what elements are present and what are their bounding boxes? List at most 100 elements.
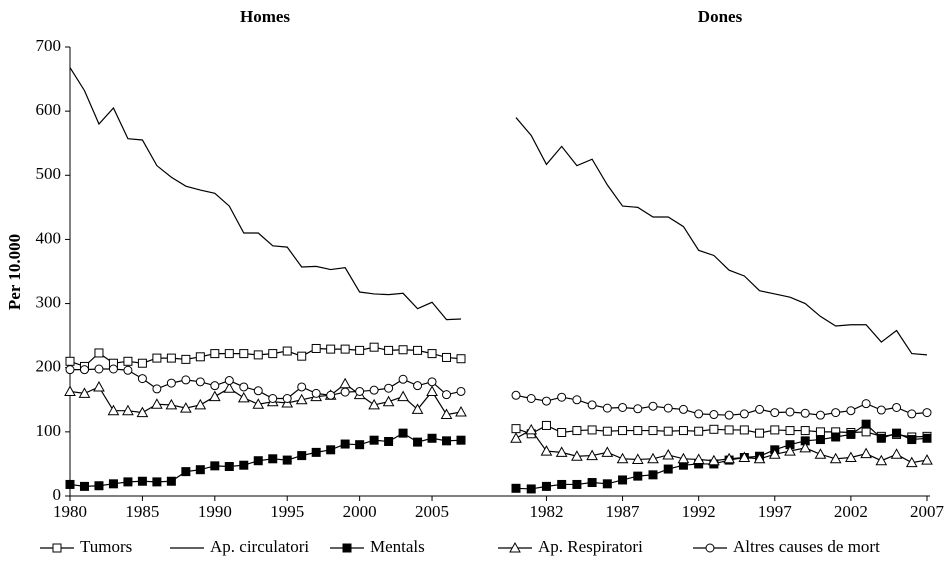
point — [785, 426, 795, 436]
point — [510, 432, 522, 443]
point — [195, 465, 205, 475]
point — [587, 478, 597, 488]
point — [829, 452, 842, 464]
point — [692, 453, 705, 464]
y-tick-label: 400 — [36, 228, 62, 247]
legend-label: Mentals — [370, 537, 425, 556]
point — [618, 402, 628, 412]
point — [800, 408, 810, 418]
point — [511, 390, 521, 400]
point — [239, 382, 249, 392]
point — [648, 470, 658, 480]
y-axis-label: Per 10.000 — [5, 234, 24, 310]
point — [663, 464, 673, 474]
point — [252, 398, 265, 409]
point — [297, 451, 307, 461]
point — [770, 425, 780, 435]
point — [709, 410, 719, 420]
point — [237, 391, 250, 403]
point — [94, 348, 104, 358]
point — [398, 345, 408, 355]
series-line — [515, 394, 928, 416]
series-line — [69, 432, 462, 487]
point — [426, 385, 438, 396]
point — [618, 426, 628, 436]
point — [541, 396, 551, 406]
point — [616, 452, 629, 464]
series-line — [69, 382, 462, 416]
point — [678, 426, 688, 436]
point — [768, 448, 781, 459]
point — [860, 447, 872, 459]
point — [166, 353, 176, 363]
point — [108, 479, 118, 489]
point — [831, 408, 841, 418]
point — [253, 456, 263, 466]
point — [907, 409, 917, 419]
point — [456, 354, 466, 364]
point — [647, 452, 659, 464]
point — [525, 423, 538, 435]
point — [723, 452, 735, 464]
point — [123, 356, 133, 366]
point — [677, 452, 690, 464]
point — [398, 428, 408, 438]
point — [413, 381, 423, 391]
point — [526, 394, 536, 404]
point — [78, 387, 91, 398]
point — [511, 424, 521, 434]
point — [739, 409, 749, 419]
point — [340, 387, 350, 397]
point — [369, 435, 379, 445]
point — [618, 475, 628, 485]
point — [181, 375, 191, 385]
series-line — [515, 423, 928, 490]
point — [541, 420, 551, 430]
point — [814, 448, 827, 459]
series-line — [515, 424, 928, 438]
point — [602, 426, 612, 436]
x-tick-label: 1990 — [198, 502, 232, 521]
point — [239, 349, 249, 359]
y-tick-label: 700 — [36, 36, 62, 55]
point — [511, 483, 521, 493]
point — [181, 354, 191, 364]
point — [442, 352, 452, 362]
point — [455, 405, 467, 417]
point — [268, 454, 278, 464]
point — [384, 436, 394, 446]
point — [633, 426, 643, 436]
point — [65, 356, 75, 366]
point — [587, 400, 597, 410]
y-tick-label: 500 — [36, 164, 62, 183]
point — [724, 425, 734, 435]
point — [784, 445, 796, 456]
point — [662, 448, 675, 460]
point — [694, 426, 704, 436]
x-tick-label: 1992 — [682, 502, 716, 521]
point — [526, 484, 536, 494]
point — [831, 432, 841, 442]
point — [224, 376, 234, 386]
y-tick-label: 200 — [36, 357, 62, 376]
series-line — [515, 429, 928, 464]
point — [326, 390, 336, 400]
point — [413, 437, 423, 447]
point — [326, 445, 336, 455]
point — [442, 436, 452, 446]
point — [368, 398, 380, 410]
point — [800, 426, 810, 436]
x-tick-label: 1997 — [758, 502, 793, 521]
point — [64, 385, 76, 396]
point — [601, 446, 614, 457]
point — [555, 446, 568, 457]
point — [427, 433, 437, 443]
point — [108, 364, 118, 374]
point — [79, 365, 89, 375]
point — [210, 381, 220, 391]
legend-marker — [52, 543, 62, 553]
series-line — [70, 368, 462, 400]
point — [540, 445, 553, 456]
point — [648, 401, 658, 411]
